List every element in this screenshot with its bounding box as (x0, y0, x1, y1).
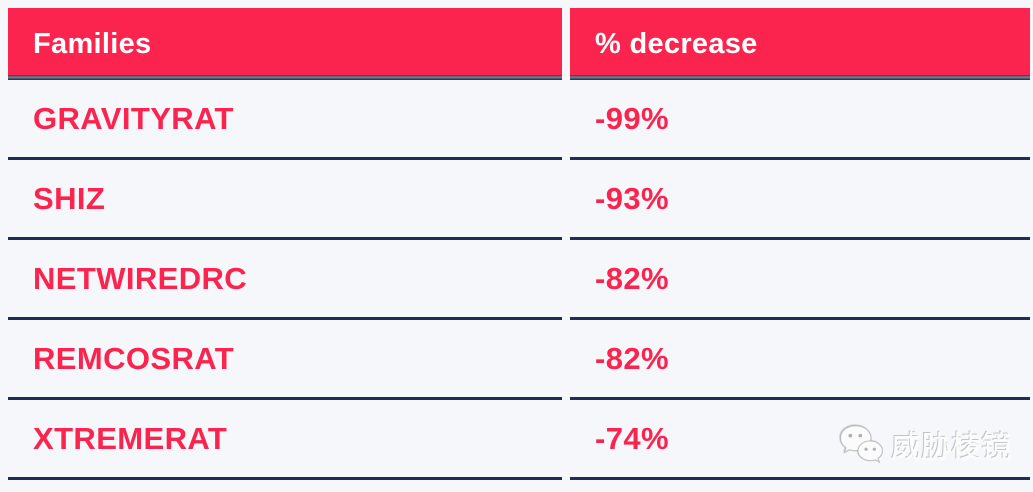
table-row-decrease-cell: -93% (570, 160, 1030, 240)
table-row-decrease-cell: -74% (570, 400, 1030, 480)
table-row-family-cell: SHIZ (8, 160, 562, 240)
decrease-value: -74% (595, 420, 669, 456)
family-name: GRAVITYRAT (33, 100, 234, 136)
table-row-decrease-cell: -99% (570, 80, 1030, 160)
family-name: REMCOSRAT (33, 340, 235, 376)
watermark: 威胁棱镜 (838, 422, 1011, 466)
decrease-value: -99% (595, 100, 669, 136)
column-header-percent-decrease: % decrease (570, 8, 1030, 80)
table-row-family-cell: REMCOSRAT (8, 320, 562, 400)
families-decrease-table: Families % decrease GRAVITYRAT -99% SHIZ… (8, 8, 1030, 480)
decrease-value: -82% (595, 260, 669, 296)
table-row-family-cell: GRAVITYRAT (8, 80, 562, 160)
table-row-decrease-cell: -82% (570, 240, 1030, 320)
decrease-value: -82% (595, 340, 669, 376)
wechat-icon (838, 423, 884, 465)
decrease-value: -93% (595, 180, 669, 216)
family-name: XTREMERAT (33, 420, 228, 456)
table-row-family-cell: XTREMERAT (8, 400, 562, 480)
family-name: SHIZ (33, 180, 106, 216)
table-row-family-cell: NETWIREDRC (8, 240, 562, 320)
column-header-families-label: Families (33, 27, 152, 60)
watermark-label: 威胁棱镜 (891, 431, 1011, 464)
column-header-families: Families (8, 8, 562, 80)
column-header-percent-decrease-label: % decrease (595, 27, 758, 60)
table-row-decrease-cell: -82% (570, 320, 1030, 400)
family-name: NETWIREDRC (33, 260, 248, 296)
